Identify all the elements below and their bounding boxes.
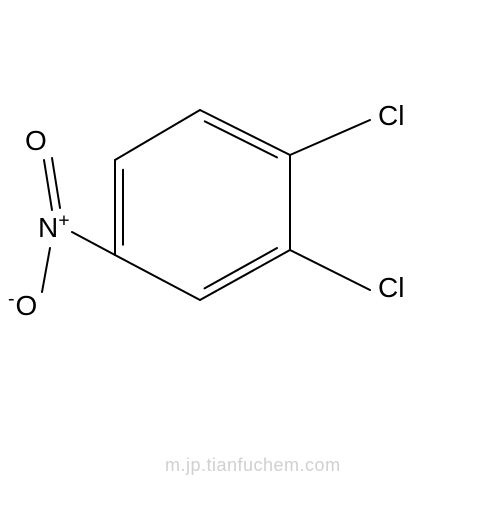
label-o-bot: -O bbox=[8, 290, 37, 322]
label-cl-2: Cl bbox=[378, 272, 404, 304]
label-n: N+ bbox=[38, 212, 70, 244]
label-o-top: O bbox=[25, 125, 47, 157]
molecule-canvas: Cl Cl N+ O -O m.jp.tianfuchem.com bbox=[0, 0, 500, 500]
n-charge: + bbox=[58, 210, 69, 232]
watermark-text: m.jp.tianfuchem.com bbox=[165, 455, 341, 476]
o-bot-text: O bbox=[16, 290, 38, 321]
n-text: N bbox=[38, 212, 58, 243]
o-charge: - bbox=[8, 288, 15, 310]
label-cl-1: Cl bbox=[378, 100, 404, 132]
molecule-svg bbox=[0, 0, 500, 500]
